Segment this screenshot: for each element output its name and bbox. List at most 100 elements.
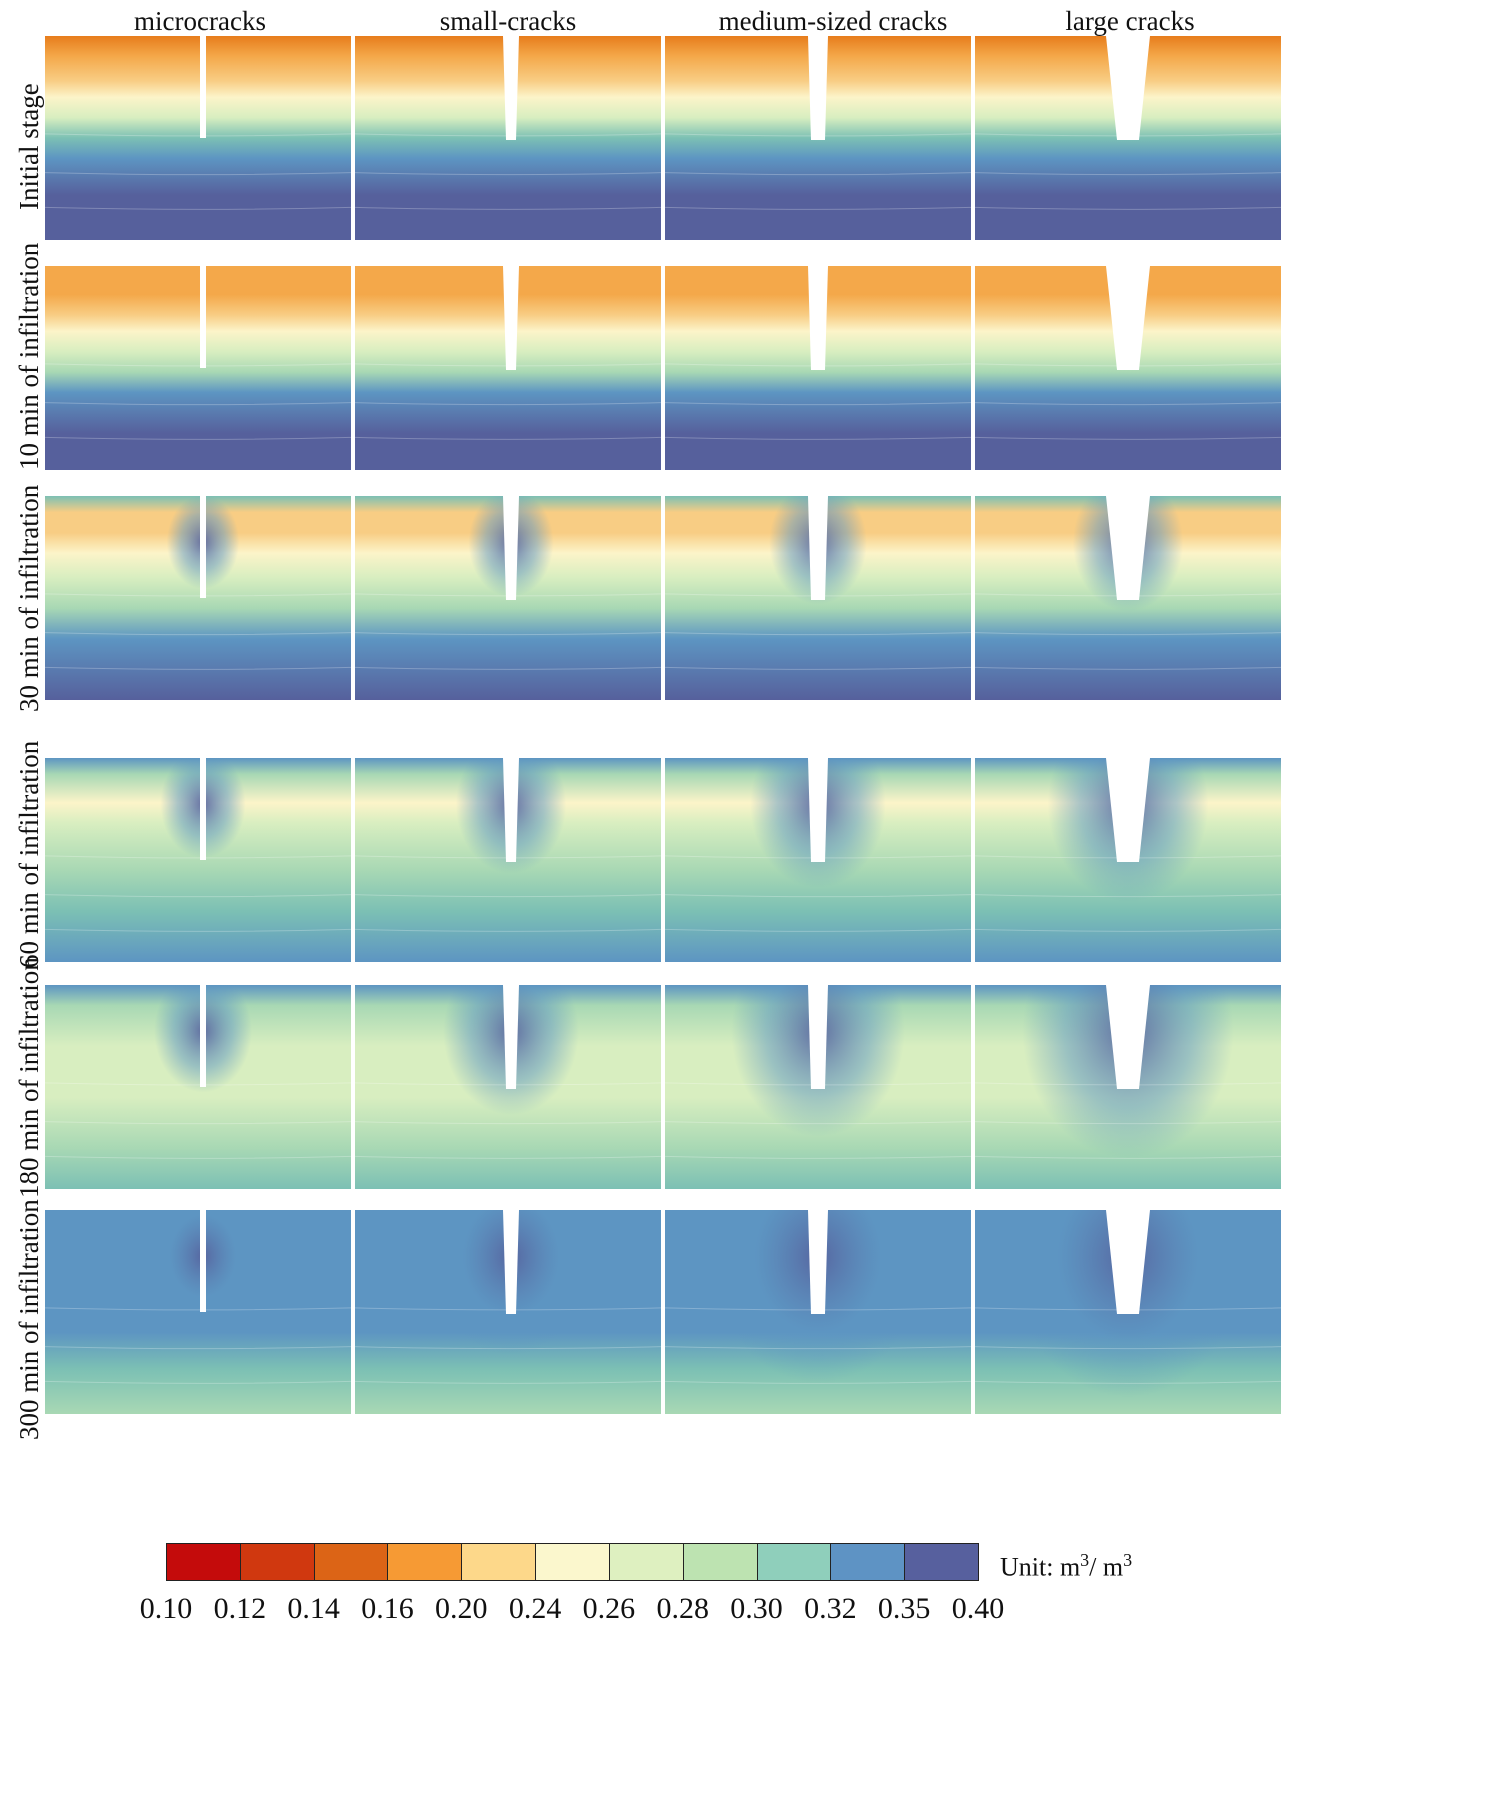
colorbar-tick-label: 0.16 [361,1592,414,1625]
contour-line [355,1346,661,1350]
moisture-field [45,36,351,240]
contour-line [355,1155,661,1159]
contour-line [975,666,1281,670]
crack-shape [808,1210,828,1314]
contour-line [665,666,971,670]
contour-panel-small-cracks-row5 [355,1210,661,1414]
contour-panel-large-cracks-row4 [975,985,1281,1189]
crack-shape [1106,266,1150,370]
contour-panel-large-cracks-row3 [975,758,1281,962]
contour-line [45,1346,351,1350]
contour-line [355,666,661,670]
colorbar-tick-label: 0.40 [951,1592,1005,1625]
colorbar-swatch [239,1543,315,1581]
contour-panel-medium-cracks-row5 [665,1210,971,1414]
contour-line [975,632,1281,636]
crack-shape [200,266,206,368]
contour-line [665,632,971,636]
row-label-30min: 30 min of infiltration [14,484,44,712]
contour-line [355,894,661,898]
crack-shape [1106,36,1150,140]
colorbar-swatch [830,1543,906,1581]
contour-line [665,172,971,176]
colorbar-swatch [313,1543,389,1581]
colorbar-swatch [756,1543,832,1581]
contour-line [975,928,1281,932]
contour-panel-microcracks-row1 [45,266,351,470]
contour-panel-medium-cracks-row3 [665,758,971,962]
colorbar-swatch [904,1543,979,1581]
contour-line [45,1380,351,1384]
contour-line [665,1155,971,1159]
contour-panel-large-cracks-row5 [975,1210,1281,1414]
colorbar [166,1543,979,1581]
contour-line [45,894,351,898]
contour-line [665,206,971,210]
colorbar-tick-label: 0.20 [435,1592,488,1625]
contour-panel-medium-cracks-row0 [665,36,971,240]
colorbar-tick-label: 0.30 [730,1592,783,1625]
contour-line [355,206,661,210]
contour-line [45,632,351,636]
crack-shape [808,985,828,1089]
crack-shape [1106,758,1150,862]
contour-line [975,172,1281,176]
contour-line [355,1380,661,1384]
contour-line [45,1121,351,1125]
colorbar-swatch [682,1543,758,1581]
contour-panel-small-cracks-row0 [355,36,661,240]
crack-shape [503,985,519,1089]
contour-line [975,894,1281,898]
colorbar-tick-label: 0.32 [804,1592,857,1625]
crack-shape [503,266,519,370]
contour-line [45,172,351,176]
crack-shape [200,1210,206,1312]
colorbar-swatch [608,1543,684,1581]
contour-line [665,928,971,932]
crack-shape [808,758,828,862]
colorbar-unit: Unit: m3/ m3 [1000,1550,1133,1582]
column-title-microcracks: microcracks [134,6,266,36]
contour-line [45,928,351,932]
contour-panel-microcracks-row0 [45,36,351,240]
crack-shape [1106,1210,1150,1314]
moisture-field [45,266,351,470]
row-label-initial: Initial stage [14,83,44,210]
contour-panel-medium-cracks-row2 [665,496,971,700]
column-title-medium-cracks: medium-sized cracks [718,6,948,36]
crack-shape [808,266,828,370]
crack-shape [200,36,206,138]
column-title-large-cracks: large cracks [1065,6,1195,36]
contour-line [665,436,971,440]
crack-shape [808,36,828,140]
crack-shape [503,36,519,140]
colorbar-tick-label: 0.28 [656,1592,709,1625]
contour-panel-small-cracks-row3 [355,758,661,962]
contour-panel-large-cracks-row1 [975,266,1281,470]
contour-line [975,402,1281,406]
contour-panel-small-cracks-row4 [355,985,661,1189]
crack-shape [200,985,206,1087]
contour-line [355,1121,661,1125]
contour-line [355,632,661,636]
column-title-small-cracks: small-cracks [439,6,577,36]
contour-line [355,928,661,932]
contour-line [665,1346,971,1350]
contour-line [355,402,661,406]
contour-panel-medium-cracks-row4 [665,985,971,1189]
colorbar-tick-label: 0.35 [877,1592,931,1625]
contour-line [355,172,661,176]
row-label-60min: 60 min of infiltration [14,740,44,968]
colorbar-tick-label: 0.14 [287,1592,340,1625]
contour-panel-large-cracks-row2 [975,496,1281,700]
contour-panel-microcracks-row4 [45,985,351,1189]
crack-shape [1106,985,1150,1089]
contour-line [975,1346,1281,1350]
contour-panel-small-cracks-row1 [355,266,661,470]
row-label-10min: 10 min of infiltration [14,242,44,470]
contour-panel-microcracks-row5 [45,1210,351,1414]
contour-line [975,1121,1281,1125]
row-label-300min: 300 min of infiltration [14,1199,44,1440]
contour-line [665,1121,971,1125]
contour-line [975,206,1281,210]
